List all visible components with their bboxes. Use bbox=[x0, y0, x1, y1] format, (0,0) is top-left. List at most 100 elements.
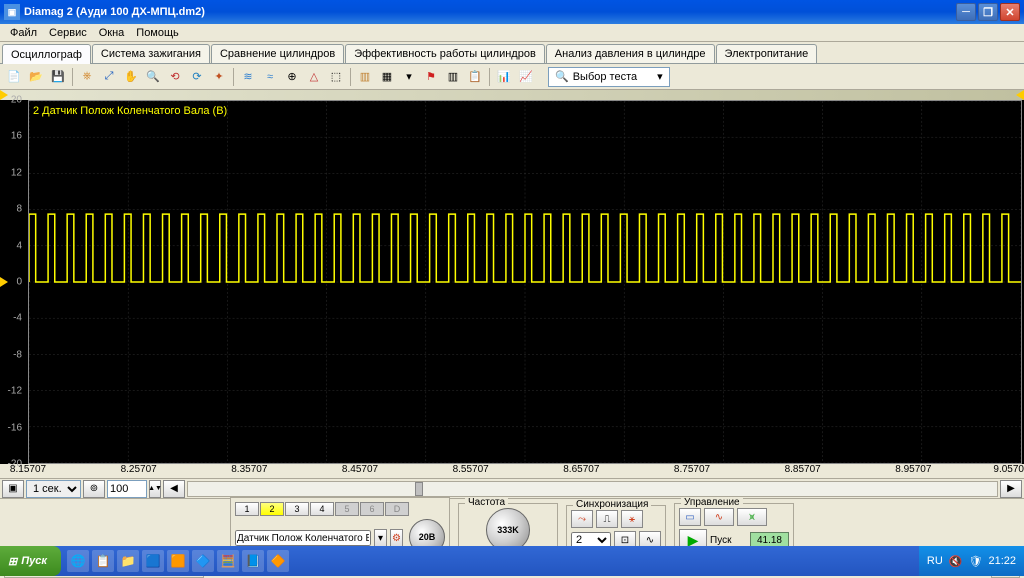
tool-icon[interactable]: ▥ bbox=[355, 67, 375, 87]
zero-marker-icon[interactable] bbox=[0, 277, 8, 287]
app-icon: ▣ bbox=[4, 4, 20, 20]
menu-help[interactable]: Помощь bbox=[130, 25, 185, 41]
scope-ruler bbox=[0, 90, 1024, 100]
tool-icon[interactable]: ⊕ bbox=[282, 67, 302, 87]
title-bar: ▣ Diamag 2 (Ауди 100 ДХ-МПЦ.dm2) ─ ❐ ✕ bbox=[0, 0, 1024, 24]
collapse-icon[interactable]: ▣ bbox=[2, 480, 24, 498]
ctrl-title: Управление bbox=[681, 497, 743, 508]
tab[interactable]: Сравнение цилиндров bbox=[211, 44, 344, 63]
x-axis: 8.157078.257078.357078.457078.557078.657… bbox=[28, 464, 1024, 478]
zoom-icon[interactable]: 🔍 bbox=[143, 67, 163, 87]
tool-icon[interactable]: 📈 bbox=[516, 67, 536, 87]
tool-icon[interactable]: 📊 bbox=[494, 67, 514, 87]
channel-button[interactable]: 3 bbox=[285, 502, 309, 516]
chrome-icon[interactable]: 🌐 bbox=[67, 550, 89, 572]
flag-icon[interactable]: ⚑ bbox=[421, 67, 441, 87]
horizontal-scrollbar[interactable] bbox=[187, 481, 998, 497]
windows-taskbar: ⊞ Пуск 🌐 📋 📁 🟦 🟧 🔷 🧮 📘 🔶 RU 🔇 🛡 21:22 bbox=[0, 546, 1024, 576]
tool-icon[interactable]: ✦ bbox=[209, 67, 229, 87]
freq-title: Частота bbox=[465, 497, 508, 508]
timebase-select[interactable]: 1 сек. bbox=[26, 480, 81, 498]
save-icon[interactable]: 💾 bbox=[48, 67, 68, 87]
tool-icon[interactable]: 📋 bbox=[465, 67, 485, 87]
tool-icon[interactable]: ▾ bbox=[399, 67, 419, 87]
main-tabs: ОсциллографСистема зажиганияСравнение ци… bbox=[0, 42, 1024, 64]
channel-button[interactable]: 5 bbox=[335, 502, 359, 516]
app-icon[interactable]: 🟦 bbox=[142, 550, 164, 572]
wave-icon[interactable]: ≈ bbox=[260, 67, 280, 87]
mode-icon[interactable]: ⩙ bbox=[737, 508, 767, 526]
app-icon[interactable]: 🔶 bbox=[267, 550, 289, 572]
menu-bar: Файл Сервис Окна Помощь bbox=[0, 24, 1024, 42]
app-icon[interactable]: 🔷 bbox=[192, 550, 214, 572]
sync-title: Синхронизация bbox=[573, 499, 651, 510]
new-icon[interactable]: 📄 bbox=[4, 67, 24, 87]
spin-up-icon[interactable]: ▲▼ bbox=[149, 480, 161, 498]
signal-label: 2 Датчик Полож Коленчатого Вала (В) bbox=[33, 105, 227, 117]
folder-icon[interactable]: 📁 bbox=[117, 550, 139, 572]
tab[interactable]: Эффективность работы цилиндров bbox=[345, 44, 545, 63]
scroll-left-icon[interactable]: ◀ bbox=[163, 480, 185, 498]
mode-icon[interactable]: ▭ bbox=[679, 508, 701, 526]
menu-windows[interactable]: Окна bbox=[93, 25, 131, 41]
start-button[interactable]: ⊞ Пуск bbox=[0, 546, 61, 576]
settings-icon[interactable]: ⊚ bbox=[83, 480, 105, 498]
app-icon[interactable]: 🟧 bbox=[167, 550, 189, 572]
tool-icon[interactable]: ⟳ bbox=[187, 67, 207, 87]
tray-icon[interactable]: 🛡 bbox=[969, 555, 983, 568]
scope-container: 201612840-4-8-12-16-20 2 Датчик Полож Ко… bbox=[0, 90, 1024, 478]
start-label: Пуск bbox=[710, 535, 731, 546]
minimize-button[interactable]: ─ bbox=[956, 3, 976, 21]
right-marker-icon[interactable] bbox=[1016, 90, 1024, 100]
tool-icon[interactable]: ⎈ bbox=[77, 67, 97, 87]
tab[interactable]: Система зажигания bbox=[92, 44, 210, 63]
dropdown-icon[interactable]: ▾ bbox=[374, 529, 387, 547]
wave-icon[interactable]: ≋ bbox=[238, 67, 258, 87]
clock[interactable]: 21:22 bbox=[988, 555, 1016, 567]
tab[interactable]: Осциллограф bbox=[2, 44, 91, 64]
tool-icon[interactable]: ▦ bbox=[377, 67, 397, 87]
open-icon[interactable]: 📂 bbox=[26, 67, 46, 87]
toolbar: 📄 📂 💾 ⎈ ⤢ ✋ 🔍 ⟲ ⟳ ✦ ≋ ≈ ⊕ △ ⬚ ▥ ▦ ▾ ⚑ ▥ … bbox=[0, 64, 1024, 90]
value-input[interactable] bbox=[107, 480, 147, 498]
settings-icon[interactable]: ⚙ bbox=[390, 529, 403, 547]
oscilloscope-display[interactable]: 201612840-4-8-12-16-20 2 Датчик Полож Ко… bbox=[0, 100, 1024, 464]
system-tray: RU 🔇 🛡 21:22 bbox=[919, 546, 1024, 576]
maximize-button[interactable]: ❐ bbox=[978, 3, 998, 21]
channel-button[interactable]: 6 bbox=[360, 502, 384, 516]
chart-area[interactable]: 2 Датчик Полож Коленчатого Вала (В) bbox=[28, 100, 1022, 464]
tray-icon[interactable]: 🔇 bbox=[949, 555, 963, 568]
tab[interactable]: Анализ давления в цилиндре bbox=[546, 44, 715, 63]
sync-mode-icon[interactable]: ⤳ bbox=[571, 510, 593, 528]
tool-icon[interactable]: ⬚ bbox=[326, 67, 346, 87]
close-button[interactable]: ✕ bbox=[1000, 3, 1020, 21]
hand-icon[interactable]: ✋ bbox=[121, 67, 141, 87]
app-icon[interactable]: 📘 bbox=[242, 550, 264, 572]
channel-button[interactable]: D bbox=[385, 502, 409, 516]
menu-file[interactable]: Файл bbox=[4, 25, 43, 41]
tab[interactable]: Электропитание bbox=[716, 44, 818, 63]
tool-icon[interactable]: ▥ bbox=[443, 67, 463, 87]
tool-icon[interactable]: △ bbox=[304, 67, 324, 87]
tool-icon[interactable]: ⟲ bbox=[165, 67, 185, 87]
lang-indicator[interactable]: RU bbox=[927, 555, 943, 567]
channel-button[interactable]: 2 bbox=[260, 502, 284, 516]
menu-service[interactable]: Сервис bbox=[43, 25, 93, 41]
app-icon[interactable]: 📋 bbox=[92, 550, 114, 572]
timebase-controls: ▣ 1 сек. ⊚ ▲▼ ◀ ▶ bbox=[0, 478, 1024, 498]
mode-icon[interactable]: ∿ bbox=[704, 508, 734, 526]
frequency-knob[interactable]: 333K bbox=[486, 508, 530, 552]
app-icon[interactable]: 🧮 bbox=[217, 550, 239, 572]
quick-launch: 🌐 📋 📁 🟦 🟧 🔷 🧮 📘 🔶 bbox=[61, 550, 295, 572]
channel-name-input[interactable] bbox=[235, 530, 371, 546]
tool-icon[interactable]: ⤢ bbox=[99, 67, 119, 87]
sync-edge-icon[interactable]: ⎍ bbox=[596, 510, 618, 528]
waveform bbox=[29, 101, 1021, 463]
test-selector[interactable]: 🔍 Выбор теста ▾ bbox=[548, 67, 670, 87]
window-title: Diamag 2 (Ауди 100 ДХ-МПЦ.dm2) bbox=[24, 6, 205, 18]
scroll-right-icon[interactable]: ▶ bbox=[1000, 480, 1022, 498]
sync-trigger-icon[interactable]: ⚹ bbox=[621, 510, 643, 528]
channel-button[interactable]: 1 bbox=[235, 502, 259, 516]
channel-button[interactable]: 4 bbox=[310, 502, 334, 516]
start-label: Пуск bbox=[21, 555, 47, 567]
